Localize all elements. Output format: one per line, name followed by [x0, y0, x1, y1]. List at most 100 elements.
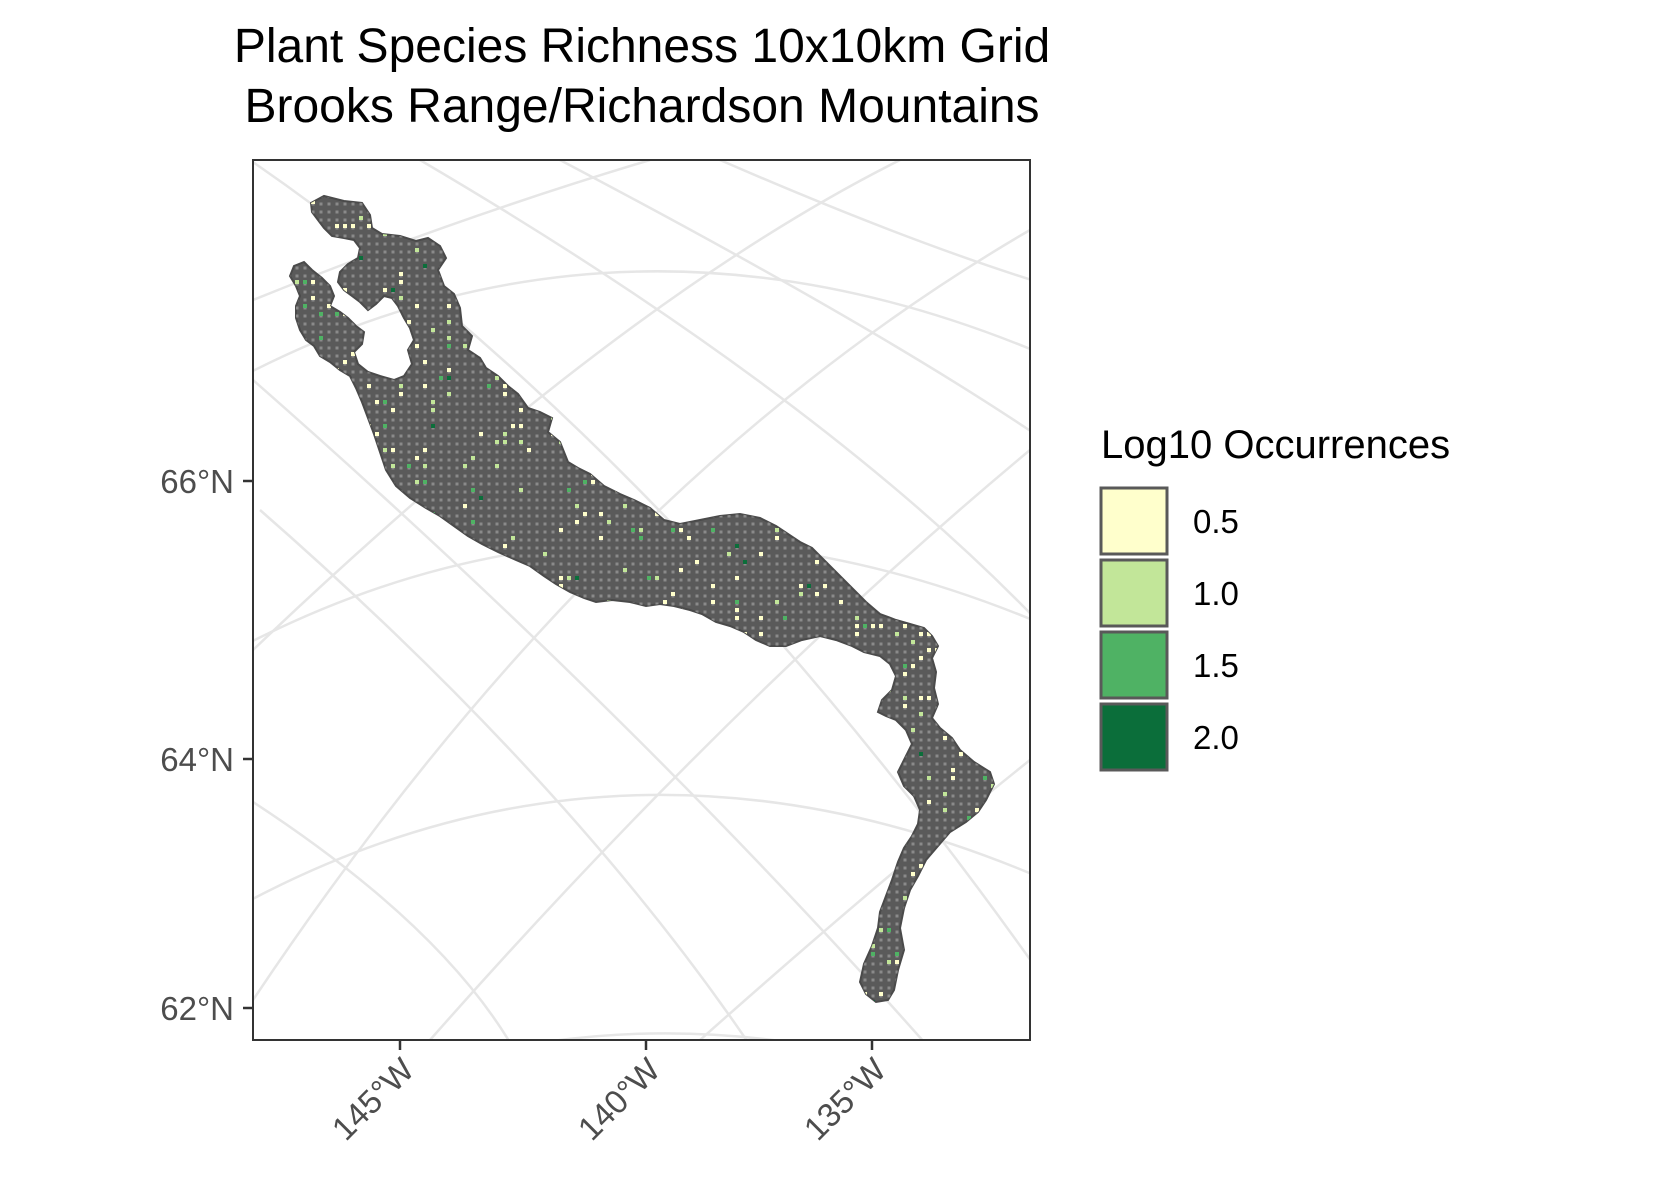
richness-cell	[927, 632, 931, 636]
richness-cell	[559, 584, 563, 588]
richness-cell	[447, 304, 451, 308]
richness-cell	[335, 224, 339, 228]
richness-cell	[943, 736, 947, 740]
richness-cell	[911, 640, 915, 644]
richness-cell	[631, 528, 635, 532]
graticule-meridian	[253, 379, 924, 1040]
y-tick-label: 62°N	[160, 990, 234, 1027]
richness-cell	[903, 664, 907, 668]
richness-cell	[319, 312, 323, 316]
richness-cell	[399, 392, 403, 396]
legend-key-0-5	[1099, 486, 1169, 556]
richness-cell	[927, 800, 931, 804]
richness-cell	[479, 432, 483, 436]
richness-cell	[855, 616, 859, 620]
richness-cell	[351, 224, 355, 228]
richness-cell	[959, 752, 963, 756]
richness-cell	[823, 584, 827, 588]
graticule-meridian	[719, 160, 1030, 281]
richness-cell	[399, 296, 403, 300]
graticule-parallel	[253, 793, 1030, 901]
richness-cell	[383, 288, 387, 292]
richness-cell	[679, 568, 683, 572]
richness-cell	[663, 600, 667, 604]
richness-cell	[591, 480, 595, 484]
richness-cell	[903, 704, 907, 708]
richness-cell	[775, 528, 779, 532]
richness-cell	[639, 536, 643, 540]
y-tick-label: 64°N	[160, 741, 234, 778]
legend-key-1-5	[1099, 630, 1169, 700]
richness-cell	[431, 408, 435, 412]
richness-cell	[423, 384, 427, 388]
richness-cell	[855, 624, 859, 628]
richness-cell	[527, 448, 531, 452]
richness-cell	[415, 480, 419, 484]
richness-cell	[647, 576, 651, 580]
richness-cell	[511, 536, 515, 540]
richness-cell	[431, 424, 435, 428]
richness-cell	[583, 512, 587, 516]
richness-cell	[863, 624, 867, 628]
richness-cell	[471, 456, 475, 460]
richness-cell	[575, 520, 579, 524]
richness-cell	[727, 552, 731, 556]
x-tick-label: 140°W	[570, 1050, 667, 1147]
richness-cell	[919, 864, 923, 868]
legend-key-2-0	[1099, 702, 1169, 772]
richness-cell	[919, 696, 923, 700]
richness-cell	[351, 352, 355, 356]
richness-cell	[575, 504, 579, 508]
legend-label: 0.5	[1193, 503, 1239, 540]
richness-cell	[807, 584, 811, 588]
richness-cell	[431, 328, 435, 332]
richness-cell	[463, 464, 467, 468]
richness-cell	[319, 336, 323, 340]
richness-cell	[471, 520, 475, 524]
richness-cell	[655, 576, 659, 580]
graticule-meridian	[253, 800, 510, 1040]
richness-cell	[495, 376, 499, 380]
richness-cell	[687, 536, 691, 540]
richness-cell	[911, 728, 915, 732]
richness-cell	[519, 440, 523, 444]
richness-cell	[423, 264, 427, 268]
richness-cell	[799, 592, 803, 596]
richness-cell	[415, 248, 419, 252]
richness-cell	[903, 672, 907, 676]
richness-cell	[879, 992, 883, 996]
richness-cell	[895, 632, 899, 636]
richness-cell	[463, 344, 467, 348]
richness-cell	[423, 464, 427, 468]
richness-cell	[511, 424, 515, 428]
richness-cell	[983, 776, 987, 780]
richness-cell	[671, 528, 675, 532]
richness-cell	[599, 512, 603, 516]
richness-cell	[919, 632, 923, 636]
richness-cell	[423, 360, 427, 364]
richness-cell	[871, 624, 875, 628]
richness-cell	[383, 400, 387, 404]
richness-cell	[391, 448, 395, 452]
richness-cell	[375, 432, 379, 436]
richness-cell	[815, 560, 819, 564]
richness-cell	[303, 280, 307, 284]
richness-cell	[775, 600, 779, 604]
richness-cell	[967, 816, 971, 820]
richness-cell	[399, 384, 403, 388]
richness-cell	[431, 400, 435, 404]
richness-cell	[559, 576, 563, 580]
richness-cell	[567, 488, 571, 492]
richness-cell	[583, 480, 587, 484]
richness-cell	[447, 376, 451, 380]
richness-cell	[391, 288, 395, 292]
richness-cell	[919, 752, 923, 756]
richness-cell	[887, 960, 891, 964]
richness-cell	[383, 448, 387, 452]
legend-label: 2.0	[1193, 719, 1239, 756]
richness-cell	[495, 464, 499, 468]
graticule-line	[429, 449, 1030, 1040]
richness-cell	[879, 928, 883, 932]
richness-cell	[735, 616, 739, 620]
